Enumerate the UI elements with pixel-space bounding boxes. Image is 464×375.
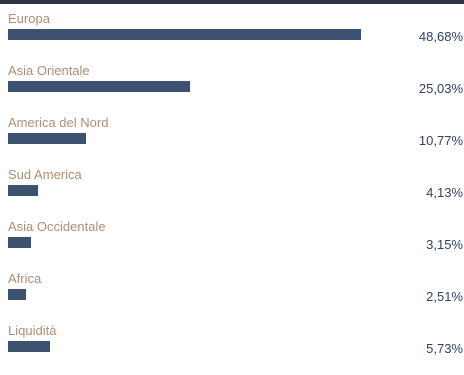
chart-rows: Europa 48,68% Asia Orientale 25,03% America …	[0, 0, 464, 354]
chart-row: Africa 2,51%	[0, 271, 464, 323]
value-label: 3,15%	[426, 237, 463, 252]
value-label: 10,77%	[419, 133, 463, 148]
category-label: Liquidità	[8, 323, 56, 338]
value-label: 25,03%	[419, 81, 463, 96]
bar	[8, 133, 86, 144]
bar	[8, 185, 38, 196]
category-label: Sud America	[8, 167, 82, 182]
chart-row: Liquidità 5,73%	[0, 323, 464, 375]
value-label: 4,13%	[426, 185, 463, 200]
chart-row: Europa 48,68%	[0, 11, 464, 63]
category-label: Europa	[8, 11, 50, 26]
category-label: Asia Occidentale	[8, 219, 106, 234]
chart-row: Asia Orientale 25,03%	[0, 63, 464, 115]
value-label: 2,51%	[426, 289, 463, 304]
chart-row: Asia Occidentale 3,15%	[0, 219, 464, 271]
category-label: Asia Orientale	[8, 63, 90, 78]
category-label: America del Nord	[8, 115, 108, 130]
value-label: 48,68%	[419, 29, 463, 44]
category-label: Africa	[8, 271, 41, 286]
bar	[8, 29, 361, 40]
bar	[8, 237, 31, 248]
bar	[8, 341, 50, 352]
bar	[8, 289, 26, 300]
bar	[8, 81, 190, 92]
chart-row: America del Nord 10,77%	[0, 115, 464, 167]
chart-row: Sud America 4,13%	[0, 167, 464, 219]
